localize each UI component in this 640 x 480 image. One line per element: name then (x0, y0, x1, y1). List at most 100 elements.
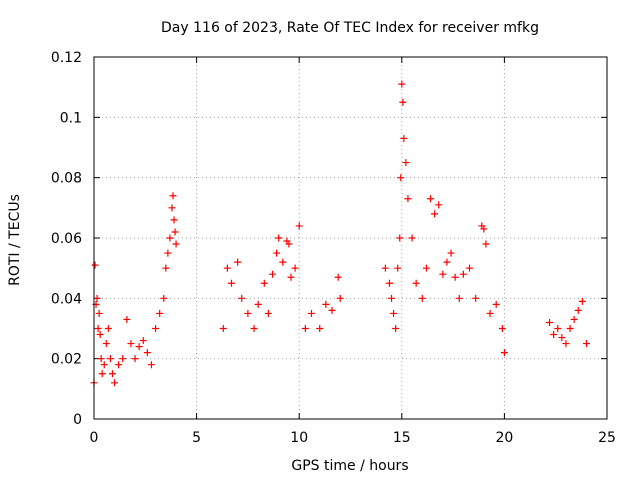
chart-title: Day 116 of 2023, Rate Of TEC Index for r… (161, 20, 539, 36)
data-point (500, 349, 508, 357)
data-point (250, 325, 258, 332)
data-point (238, 294, 246, 302)
data-point (166, 234, 174, 242)
data-point (466, 264, 474, 272)
data-point (322, 300, 330, 308)
data-point (447, 249, 455, 257)
data-point (427, 195, 435, 203)
data-point (285, 240, 293, 248)
data-point (435, 201, 443, 209)
data-point (328, 306, 336, 314)
data-point (152, 325, 160, 332)
y-tick-label: 0.02 (51, 352, 82, 368)
data-point (147, 361, 155, 369)
data-point (492, 300, 500, 308)
data-point (168, 204, 176, 212)
x-tick-label: 25 (598, 430, 616, 446)
data-point (554, 325, 562, 332)
data-point (91, 261, 99, 269)
data-point (223, 264, 231, 272)
data-point (171, 228, 179, 236)
data-point (111, 379, 119, 387)
data-point (388, 294, 396, 302)
data-point (96, 331, 104, 339)
x-axis-label: GPS time / hours (291, 458, 408, 474)
y-tick-label: 0.08 (51, 171, 82, 187)
data-point (308, 309, 316, 317)
data-point (244, 309, 252, 317)
y-tick-label: 0 (73, 412, 82, 428)
data-point (422, 264, 430, 272)
data-point (275, 234, 283, 242)
data-point (93, 294, 101, 302)
data-point (400, 134, 408, 142)
x-tick-label: 15 (393, 430, 411, 446)
data-point (102, 340, 110, 348)
data-point (127, 340, 135, 348)
data-point (104, 325, 112, 332)
y-tick-label: 0.04 (51, 291, 82, 307)
data-point (164, 249, 172, 257)
x-tick-label: 5 (192, 430, 201, 446)
data-point (291, 264, 299, 272)
data-point (98, 370, 106, 378)
data-point (397, 174, 405, 182)
data-point (398, 80, 406, 88)
data-point (566, 325, 574, 332)
data-point (546, 318, 554, 326)
data-point (264, 309, 272, 317)
data-point (279, 258, 287, 266)
data-point (119, 355, 127, 363)
data-point (162, 264, 170, 272)
y-tick-label: 0.12 (51, 50, 82, 66)
data-point (439, 270, 447, 278)
data-point (574, 306, 582, 314)
data-point (115, 361, 123, 369)
data-point (316, 325, 324, 332)
data-point (254, 300, 262, 308)
data-point (260, 279, 268, 287)
data-points (90, 80, 590, 387)
data-point (143, 349, 151, 357)
data-point (269, 270, 277, 278)
data-point (402, 159, 410, 167)
data-point (131, 355, 139, 363)
data-point (578, 297, 586, 305)
data-point (94, 325, 102, 332)
data-point (160, 294, 168, 302)
data-point (396, 234, 404, 242)
data-point (558, 334, 566, 342)
data-point (234, 258, 242, 266)
data-point (334, 273, 342, 281)
x-tick-label: 10 (290, 430, 308, 446)
data-point (227, 279, 235, 287)
data-point (95, 309, 103, 317)
data-point (570, 315, 578, 323)
data-point (418, 294, 426, 302)
axis-ticks: 0 5 10 15 20 25 0 0.02 0.04 0.06 0.08 0.1 0.12 (51, 50, 616, 446)
data-point (582, 340, 590, 348)
data-point (498, 325, 506, 332)
data-point (385, 279, 393, 287)
data-point (97, 355, 105, 363)
data-point (482, 240, 490, 248)
data-point (135, 343, 143, 351)
plot-area (93, 56, 608, 420)
data-point (412, 279, 420, 287)
data-point (170, 216, 178, 224)
x-tick-label: 20 (495, 430, 513, 446)
y-tick-label: 0.06 (51, 231, 82, 247)
data-point (169, 192, 177, 200)
data-point (472, 294, 480, 302)
data-point (108, 370, 116, 378)
data-point (139, 337, 147, 345)
data-point (123, 315, 131, 323)
data-point (394, 264, 402, 272)
data-point (480, 225, 488, 233)
data-point (486, 309, 494, 317)
data-point (408, 234, 416, 242)
data-point (106, 355, 114, 363)
data-point (336, 294, 344, 302)
data-point (404, 195, 412, 203)
